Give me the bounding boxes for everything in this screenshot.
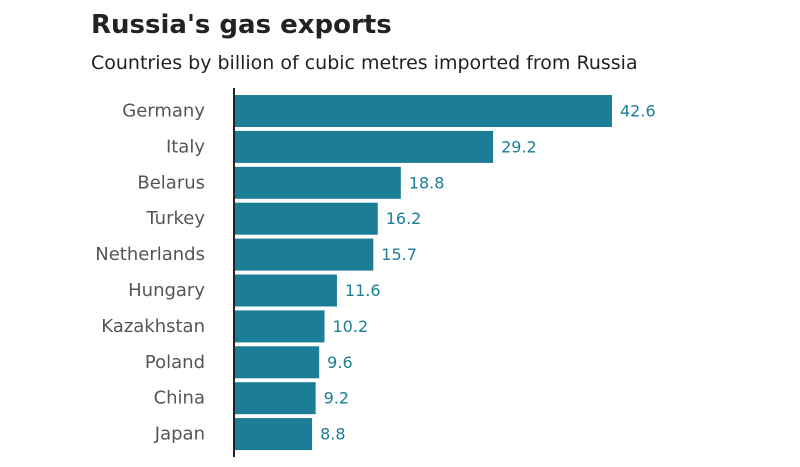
- data-label: 42.6: [620, 102, 656, 121]
- data-label: 18.8: [409, 173, 445, 192]
- bar-japan: [234, 418, 313, 451]
- category-label: Kazakhstan: [101, 316, 205, 337]
- bars-group: [234, 95, 612, 451]
- category-label: Germany: [122, 101, 205, 122]
- value-labels-group: 42.6 29.2 18.8 16.2 15.711.6 10.2 9.6 9.2 8.8: [320, 102, 656, 444]
- bar-netherlands: [234, 238, 374, 271]
- category-label: Poland: [145, 352, 205, 373]
- bar-hungary: [234, 274, 337, 307]
- category-label: Belarus: [137, 172, 205, 193]
- data-label: 8.8: [320, 425, 345, 444]
- data-label: 15.7: [381, 245, 417, 264]
- bar-kazakhstan: [234, 310, 325, 343]
- chart-subtitle: Countries by billion of cubic metres imp…: [91, 52, 638, 74]
- category-label: Italy: [166, 136, 205, 157]
- bar-italy: [234, 130, 494, 163]
- bar-turkey: [234, 202, 378, 235]
- chart-title: Russia's gas exports: [91, 10, 392, 40]
- data-label: 11.6: [345, 281, 381, 300]
- data-label: 9.2: [324, 389, 349, 408]
- data-label: 29.2: [501, 137, 537, 156]
- category-label: Hungary: [128, 280, 205, 301]
- category-label: Netherlands: [95, 244, 205, 265]
- category-label: China: [154, 388, 205, 409]
- bar-germany: [234, 95, 612, 127]
- bar-poland: [234, 346, 320, 379]
- data-label: 10.2: [333, 317, 369, 336]
- category-label: Turkey: [145, 208, 205, 229]
- category-label: Japan: [154, 424, 205, 445]
- data-label: 9.6: [327, 353, 352, 372]
- bar-china: [234, 382, 316, 415]
- bar-belarus: [234, 166, 401, 199]
- category-labels-group: Germany Italy Belarus Turkey Netherlands Hung…: [95, 101, 205, 445]
- data-label: 16.2: [386, 209, 422, 228]
